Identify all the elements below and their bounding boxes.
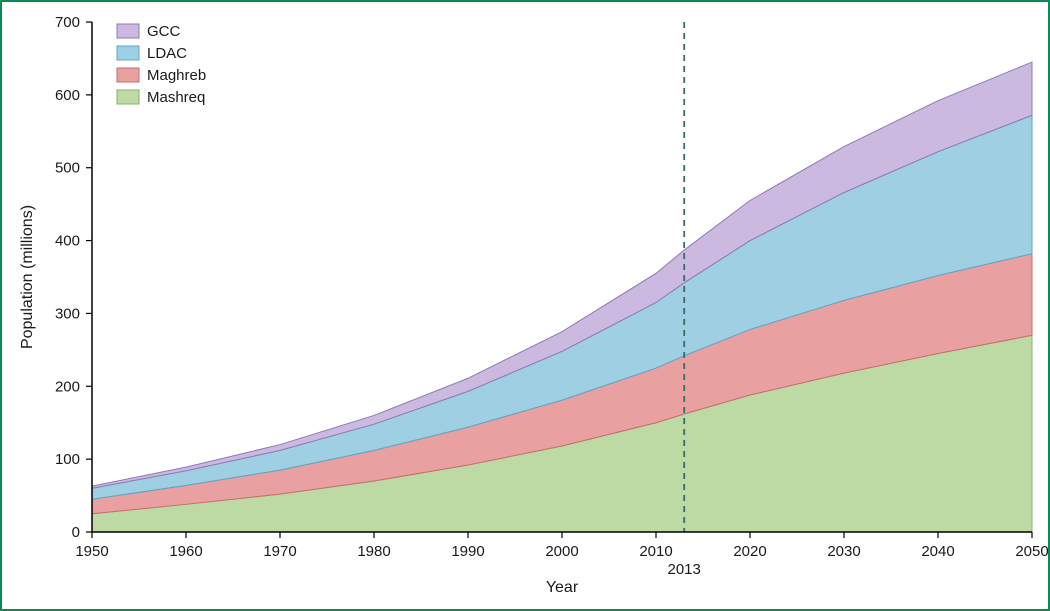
x-tick-label: 2000: [545, 543, 578, 560]
x-axis-title: Year: [546, 579, 579, 596]
marker-label-2013: 2013: [668, 561, 701, 578]
legend-swatch-mashreq: [117, 90, 139, 104]
y-tick-label: 0: [72, 524, 80, 541]
x-tick-label: 2020: [733, 543, 766, 560]
x-tick-label: 1960: [169, 543, 202, 560]
legend-swatch-ldac: [117, 46, 139, 60]
x-tick-label: 2040: [921, 543, 954, 560]
x-tick-label: 2030: [827, 543, 860, 560]
y-tick-label: 500: [55, 160, 80, 177]
y-tick-label: 200: [55, 378, 80, 395]
x-tick-label: 1950: [75, 543, 108, 560]
legend-swatch-maghreb: [117, 68, 139, 82]
y-tick-label: 100: [55, 451, 80, 468]
y-axis-title: Population (millions): [19, 205, 36, 349]
y-tick-label: 300: [55, 305, 80, 322]
y-tick-label: 600: [55, 87, 80, 104]
x-tick-label: 2050: [1015, 543, 1048, 560]
x-tick-label: 2010: [639, 543, 672, 560]
population-area-chart: 0 100 200 300 400 500 600 700 1950 1960 1970 1980 19…: [2, 2, 1048, 609]
legend-label-gcc: GCC: [147, 23, 181, 40]
x-tick-label: 1990: [451, 543, 484, 560]
legend-label-ldac: LDAC: [147, 45, 187, 62]
chart-frame: 0 100 200 300 400 500 600 700 1950 1960 1970 1980 19…: [0, 0, 1050, 611]
legend-label-maghreb: Maghreb: [147, 67, 206, 84]
legend-swatch-gcc: [117, 24, 139, 38]
x-tick-label: 1970: [263, 543, 296, 560]
y-tick-label: 700: [55, 14, 80, 31]
x-tick-label: 1980: [357, 543, 390, 560]
legend-label-mashreq: Mashreq: [147, 89, 205, 106]
y-tick-label: 400: [55, 233, 80, 250]
